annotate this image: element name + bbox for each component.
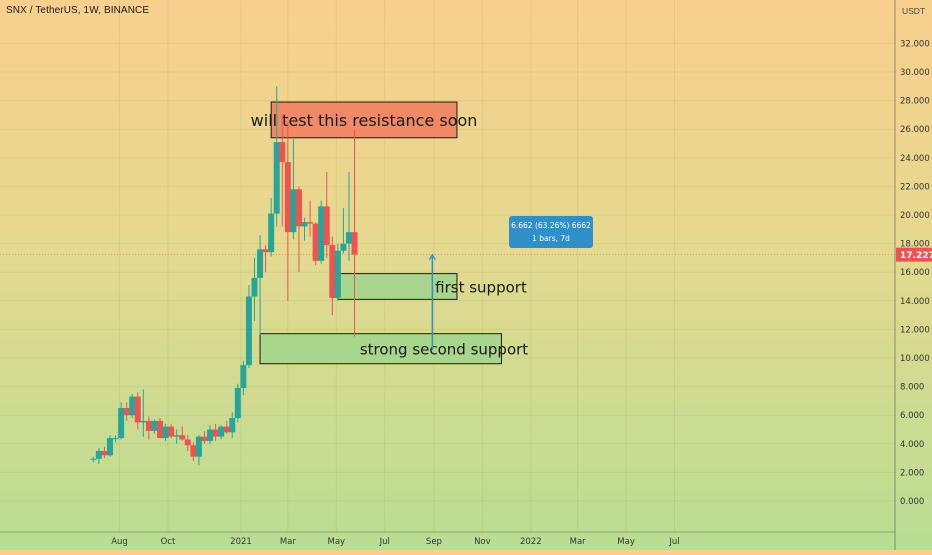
last-price-tag (896, 247, 932, 262)
y-tick-label: 28.000 (900, 97, 930, 107)
candle-body (218, 426, 225, 437)
annotation-label: will test this resistance soon (251, 111, 478, 130)
candle-body (257, 249, 264, 278)
candle-body (201, 436, 208, 441)
measure-label-2: 1 bars, 7d (532, 234, 570, 243)
measure-arrow (428, 253, 436, 260)
annotation-box (270, 101, 458, 139)
x-tick-label: Nov (474, 537, 491, 547)
x-tick-label: 2021 (230, 537, 252, 547)
annotation-box (259, 333, 502, 365)
candle-body (195, 436, 202, 457)
candle-body (345, 232, 352, 244)
candle-body (295, 189, 302, 227)
y-tick-label: 16.000 (900, 268, 930, 278)
candle-body (268, 213, 275, 253)
y-tick-label: 14.000 (900, 297, 930, 307)
measure-box (509, 216, 593, 248)
candles (90, 86, 358, 466)
candle-body (106, 438, 113, 456)
y-tick-label: 20.000 (900, 211, 930, 221)
y-tick-label: 4.000 (900, 440, 924, 450)
candle-body (145, 420, 152, 431)
x-tick-label: Jul (668, 537, 679, 547)
candle-body (290, 189, 297, 233)
candle-body (168, 426, 175, 437)
candle-body (151, 420, 158, 431)
candle-body (95, 450, 102, 459)
candle-body (223, 426, 230, 433)
annotation-label: strong second support (360, 341, 528, 359)
y-tick-label: 32.000 (900, 39, 930, 49)
y-tick-labels: 0.000 2.000 4.000 6.000 8.000 10.000 12.000 14.… (900, 39, 930, 507)
y-tick-label: 22.000 (900, 182, 930, 192)
y-tick-label: 18.000 (900, 240, 930, 250)
candle-body (262, 249, 269, 253)
y-tick-label: 2.000 (900, 468, 924, 478)
y-tick-label: 12.000 (900, 325, 930, 335)
y-tick-label: 24.000 (900, 154, 930, 164)
candle-body (123, 408, 130, 416)
x-tick-label: Aug (111, 537, 128, 547)
candle-body (173, 435, 180, 437)
currency-label: USDT (902, 6, 926, 16)
candle-body (212, 429, 219, 437)
candle-body (334, 250, 341, 298)
x-tick-label: May (327, 537, 345, 547)
chart-title: SNX / TetherUS, 1W, BINANCE (6, 5, 150, 16)
candle-body (162, 426, 169, 439)
y-tick-label: 8.000 (900, 383, 924, 393)
x-tick-label: 2022 (520, 537, 542, 547)
candle-body (340, 243, 347, 251)
y-tick-label: 26.000 (900, 125, 930, 135)
candle-body (101, 450, 108, 456)
y-tick-label: 30.000 (900, 68, 930, 78)
candle-body (312, 223, 319, 261)
candle-body (284, 162, 291, 233)
candle-body (190, 445, 197, 457)
candle-body (234, 388, 241, 419)
candle-body (134, 396, 141, 423)
x-tick-label: Mar (280, 537, 297, 547)
candle-body (118, 408, 125, 439)
annotation-box (337, 273, 458, 300)
x-tick-label: May (617, 537, 635, 547)
candle-body (323, 206, 330, 246)
last-price-label: 17.227 (900, 251, 932, 261)
x-tick-label: Oct (161, 537, 176, 547)
y-tick-label: 10.000 (900, 354, 930, 364)
candle-body (140, 420, 147, 423)
candle-body (307, 222, 314, 224)
candle-body (301, 222, 308, 227)
grid (0, 0, 895, 532)
candle-body (329, 245, 336, 298)
candle-body (245, 296, 252, 366)
x-tick-labels: Aug Oct 2021 Mar May Jul Sep Nov 2022 Mar May Jul (111, 537, 679, 547)
candle-body (251, 277, 258, 297)
candle-body (240, 365, 247, 389)
annotations: will test this resistance soon first supp… (251, 101, 528, 365)
annotation-label: first support (435, 279, 527, 297)
x-tick-label: Sep (426, 537, 442, 547)
measure-label-1: 6.662 (63.26%) 6662 (511, 221, 591, 230)
candle-body (90, 458, 97, 460)
candle-body (179, 435, 186, 440)
y-tick-label: 0.000 (900, 497, 924, 507)
candle-body (351, 232, 358, 255)
candle-body (129, 396, 136, 416)
measure-tool: 6.662 (63.26%) 6662 1 bars, 7d (428, 216, 593, 351)
candle-body (157, 420, 164, 439)
candle-body (207, 429, 214, 441)
candle-body (279, 142, 286, 163)
candle-body (318, 206, 325, 261)
x-tick-label: Jul (379, 537, 390, 547)
candle-body (229, 418, 236, 433)
y-tick-label: 6.000 (900, 411, 924, 421)
candle-body (184, 439, 191, 446)
x-tick-label: Mar (570, 537, 587, 547)
candle-body (273, 142, 280, 214)
candle-body (112, 438, 119, 440)
